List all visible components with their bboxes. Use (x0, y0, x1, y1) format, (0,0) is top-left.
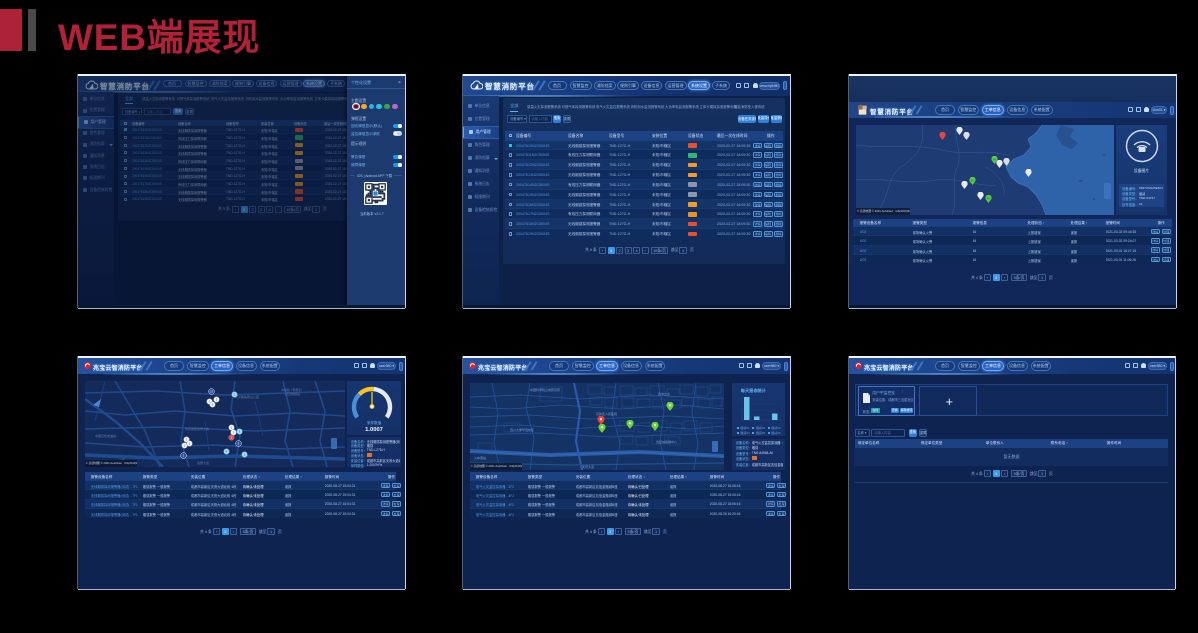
svg-text:2: 2 (209, 400, 211, 404)
svg-text:1: 1 (232, 431, 234, 435)
svg-text:中国石化加油站: 中国石化加油站 (95, 433, 116, 438)
svg-text:1: 1 (231, 435, 233, 439)
svg-text:2: 2 (189, 442, 191, 446)
svg-text:中铁建 7家培训: 中铁建 7家培训 (281, 387, 302, 392)
svg-text:5: 5 (182, 453, 184, 457)
svg-text:高新区人民医院: 高新区人民医院 (596, 411, 617, 416)
svg-text:永丰立交: 永丰立交 (658, 391, 670, 396)
svg-text:10: 10 (210, 390, 213, 394)
svg-text:中国科学院山地研究所: 中国科学院山地研究所 (530, 387, 560, 392)
svg-text:和平路先锋山公园: 和平路先锋山公园 (235, 394, 259, 399)
svg-text:市实验区政府大楼: 市实验区政府大楼 (185, 426, 209, 431)
svg-text:H: H (987, 196, 989, 200)
svg-text:3: 3 (212, 402, 214, 406)
svg-text:H: H (993, 157, 995, 161)
svg-text:2: 2 (243, 453, 245, 457)
svg-text:迎宾大道: 迎宾大道 (197, 460, 209, 465)
svg-text:H: H (971, 178, 973, 182)
svg-text:四川大学华西校区: 四川大学华西校区 (510, 427, 534, 432)
svg-text:天府大道: 天府大道 (582, 464, 594, 469)
svg-text:就近地铁站: 就近地铁站 (285, 391, 300, 396)
svg-text:世纪城会展中心: 世纪城会展中心 (656, 439, 677, 444)
svg-text:9: 9 (238, 442, 240, 446)
svg-text:火车南站: 火车南站 (474, 455, 486, 460)
svg-text:2: 2 (234, 392, 236, 396)
svg-text:3: 3 (186, 437, 188, 441)
svg-text:6: 6 (239, 429, 241, 433)
svg-text:4: 4 (225, 450, 227, 454)
svg-text:5: 5 (216, 398, 218, 402)
svg-text:1: 1 (184, 443, 186, 447)
svg-text:2: 2 (231, 425, 233, 429)
